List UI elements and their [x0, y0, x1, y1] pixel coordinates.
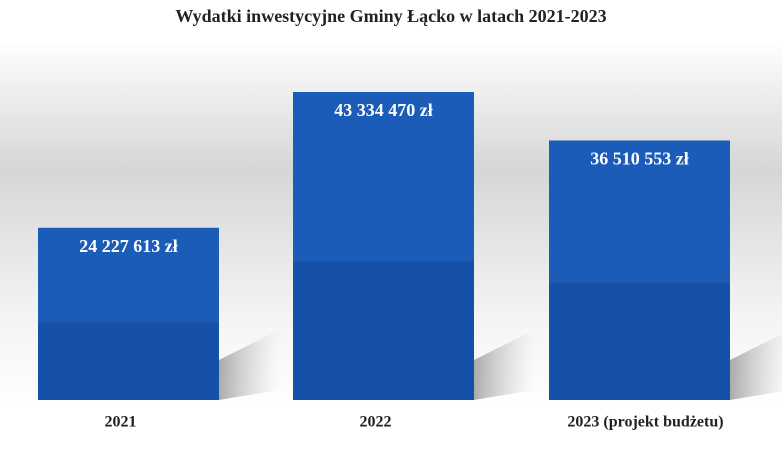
- bar-shade: [549, 283, 730, 400]
- x-tick-label: 2021: [105, 414, 137, 431]
- chart-title: Wydatki inwestycyjne Gminy Łącko w latac…: [175, 6, 606, 26]
- value-label: 24 227 613 zł: [79, 236, 178, 256]
- x-tick-label: 2023 (projekt budżetu): [567, 414, 723, 431]
- value-label: 36 510 553 zł: [590, 149, 689, 169]
- bar: [549, 140, 730, 400]
- bar-shade: [38, 322, 219, 400]
- value-label: 43 334 470 zł: [334, 100, 433, 120]
- bar-shade: [293, 261, 474, 400]
- x-tick-label: 2022: [360, 414, 392, 431]
- bar-shadow: [219, 330, 279, 400]
- bar: [293, 92, 474, 400]
- bar-shadow: [474, 330, 534, 400]
- bar-shadow: [730, 334, 782, 400]
- bar: [38, 227, 219, 400]
